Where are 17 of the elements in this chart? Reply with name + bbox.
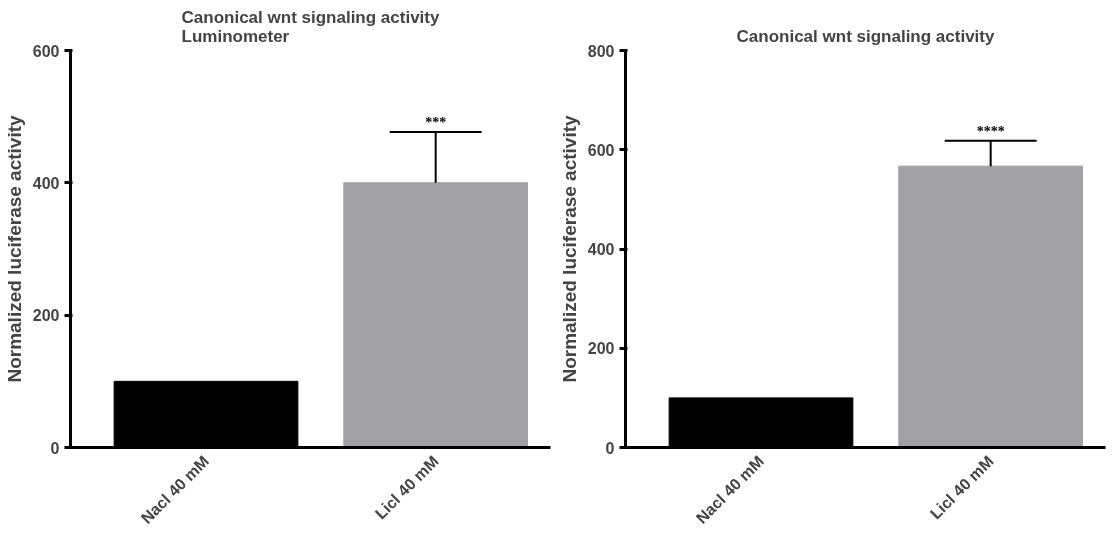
x-tick-label: Licl 40 mM <box>926 452 997 523</box>
y-axis-title: Normalized luciferase activity <box>558 114 580 383</box>
y-tick-label: 200 <box>32 307 60 325</box>
y-tick-label: 200 <box>587 340 615 358</box>
y-tick-label: 400 <box>587 241 615 258</box>
x-tick-label: Licl 40 mM <box>371 452 442 523</box>
annotation: *** <box>425 114 447 130</box>
chart-title: Canonical wnt signaling activity <box>736 26 995 46</box>
annotation: **** <box>976 123 1005 139</box>
y-tick-label: 600 <box>32 42 60 60</box>
y-tick-label: 400 <box>32 174 60 192</box>
y-tick-label: 600 <box>587 141 615 159</box>
y-tick-label: 800 <box>587 42 615 60</box>
y-axis-title: Normalized luciferase activity <box>3 114 25 383</box>
chart-title: Canonical wnt signaling activity Luminometer <box>181 7 440 46</box>
y-tick-label: 0 <box>605 439 615 457</box>
y-tick-label: 0 <box>50 439 60 457</box>
